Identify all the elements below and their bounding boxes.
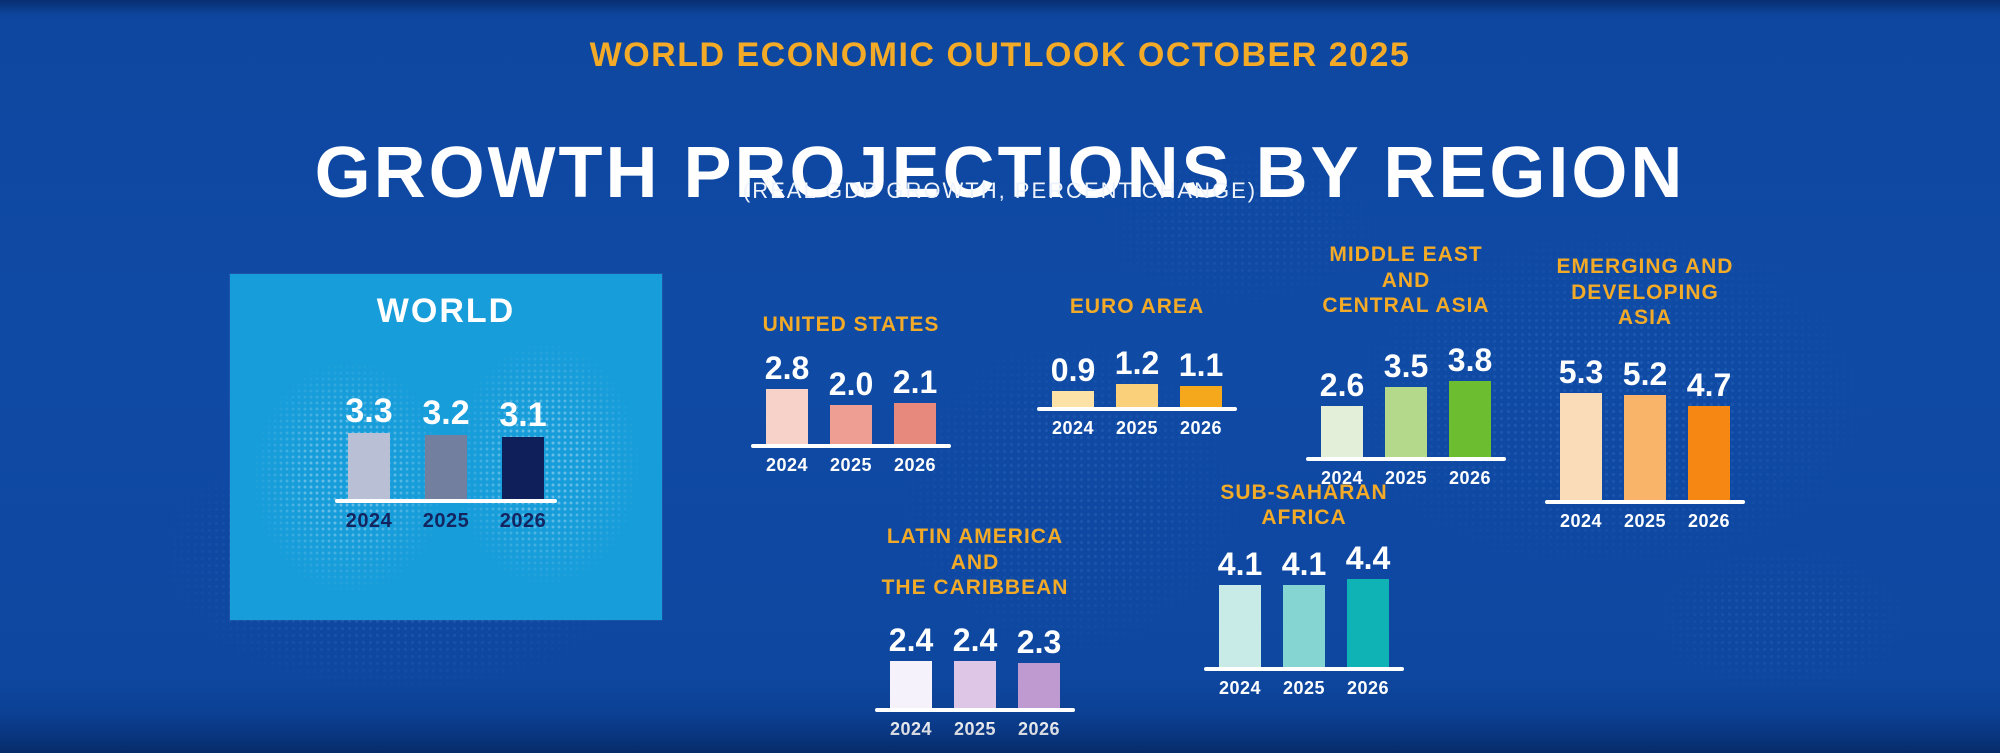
bar-value-2025: 2.0 bbox=[828, 366, 874, 402]
axis-baseline bbox=[1545, 500, 1745, 504]
latin-america-and-the-caribbean-bars: 2.4 2.4 2.3 bbox=[888, 622, 1062, 710]
bar-value-2024: 4.1 bbox=[1217, 546, 1263, 582]
year-label-2025: 2025 bbox=[1384, 468, 1428, 488]
world-map-dots-oceania bbox=[1600, 520, 1960, 720]
year-label-2024: 2024 bbox=[889, 719, 933, 739]
bar-value-2026: 2.1 bbox=[892, 364, 938, 400]
bar-2025 bbox=[425, 435, 467, 501]
region-title-united-states: UNITED STATES bbox=[762, 312, 940, 336]
bar-2026 bbox=[502, 437, 544, 501]
year-label-2026: 2026 bbox=[1448, 468, 1492, 488]
axis-baseline bbox=[1204, 667, 1404, 671]
bar-2026 bbox=[1180, 386, 1222, 409]
year-label-2025: 2025 bbox=[422, 510, 470, 532]
year-label-2026: 2026 bbox=[1017, 719, 1061, 739]
bar-value-2025: 4.1 bbox=[1281, 546, 1327, 582]
world-chart-title: WORLD bbox=[376, 292, 516, 330]
year-label-2024: 2024 bbox=[765, 455, 809, 475]
region-title-middle-east-and-central-asia: MIDDLE EAST AND CENTRAL ASIA bbox=[1322, 243, 1490, 317]
bar-2024 bbox=[1321, 406, 1363, 459]
report-kicker: WORLD ECONOMIC OUTLOOK OCTOBER 2025 bbox=[589, 36, 1411, 74]
middle-east-and-central-asia-bars: 2.6 3.5 3.8 bbox=[1319, 342, 1493, 459]
world-bars: 3.3 3.2 3.1 bbox=[345, 392, 547, 501]
bar-value-2024: 2.6 bbox=[1319, 367, 1365, 403]
bar-2024 bbox=[890, 661, 932, 710]
year-label-2024: 2024 bbox=[345, 510, 393, 532]
bar-value-2024: 2.8 bbox=[764, 350, 810, 386]
axis-baseline bbox=[335, 499, 557, 503]
bar-2026 bbox=[1449, 381, 1491, 459]
region-title-sub-saharan-africa: SUB-SAHARAN AFRICA bbox=[1220, 480, 1388, 529]
sub-saharan-africa-bars: 4.1 4.1 4.4 bbox=[1217, 540, 1391, 669]
bar-2024 bbox=[766, 389, 808, 446]
bar-value-2024: 0.9 bbox=[1050, 352, 1096, 388]
region-title-latin-america-and-the-caribbean: LATIN AMERICA AND THE CARIBBEAN bbox=[881, 525, 1069, 599]
year-label-2026: 2026 bbox=[1179, 418, 1223, 438]
axis-baseline bbox=[751, 444, 951, 448]
year-label-2025: 2025 bbox=[1115, 418, 1159, 438]
year-label-2026: 2026 bbox=[499, 510, 547, 532]
emerging-and-developing-asia-bars: 5.3 5.2 4.7 bbox=[1558, 354, 1732, 502]
bar-value-2026: 4.4 bbox=[1345, 540, 1391, 576]
bar-value-2025: 5.2 bbox=[1622, 356, 1668, 392]
bar-2025 bbox=[1624, 395, 1666, 502]
euro-area-bars: 0.9 1.2 1.1 bbox=[1050, 345, 1224, 409]
year-label-2025: 2025 bbox=[1623, 511, 1667, 531]
year-label-2026: 2026 bbox=[1687, 511, 1731, 531]
bar-value-2025: 3.2 bbox=[422, 394, 470, 432]
year-label-2026: 2026 bbox=[893, 455, 937, 475]
bar-value-2026: 2.3 bbox=[1016, 624, 1062, 660]
year-label-2024: 2024 bbox=[1051, 418, 1095, 438]
bar-2026 bbox=[1347, 579, 1389, 669]
axis-baseline bbox=[875, 708, 1075, 712]
year-label-2024: 2024 bbox=[1559, 511, 1603, 531]
bar-value-2024: 2.4 bbox=[888, 622, 934, 658]
year-label-2026: 2026 bbox=[1346, 678, 1390, 698]
bar-2025 bbox=[1283, 585, 1325, 669]
bar-2024 bbox=[1052, 391, 1094, 409]
bar-value-2025: 3.5 bbox=[1383, 348, 1429, 384]
bar-2024 bbox=[348, 433, 390, 501]
bar-value-2026: 1.1 bbox=[1178, 347, 1224, 383]
bar-2026 bbox=[1018, 663, 1060, 710]
region-title-euro-area: EURO AREA bbox=[1069, 294, 1205, 318]
world-panel: WORLD 3.3 3.2 3.1 bbox=[230, 274, 662, 620]
axis-baseline bbox=[1037, 407, 1237, 411]
bar-2026 bbox=[1688, 406, 1730, 502]
year-label-2024: 2024 bbox=[1218, 678, 1262, 698]
bar-2025 bbox=[1116, 384, 1158, 409]
year-label-2025: 2025 bbox=[953, 719, 997, 739]
bar-value-2025: 1.2 bbox=[1114, 345, 1160, 381]
year-label-2025: 2025 bbox=[829, 455, 873, 475]
bar-value-2026: 3.8 bbox=[1447, 342, 1493, 378]
bar-2024 bbox=[1560, 393, 1602, 502]
page-title: GROWTH PROJECTIONS BY REGION bbox=[314, 133, 1686, 214]
year-label-2024: 2024 bbox=[1320, 468, 1364, 488]
bar-value-2026: 3.1 bbox=[499, 396, 547, 434]
year-label-2025: 2025 bbox=[1282, 678, 1326, 698]
axis-baseline bbox=[1306, 457, 1506, 461]
bar-value-2025: 2.4 bbox=[952, 622, 998, 658]
bar-value-2024: 5.3 bbox=[1558, 354, 1604, 390]
united-states-bars: 2.8 2.0 2.1 bbox=[764, 350, 938, 446]
bar-2026 bbox=[894, 403, 936, 446]
region-title-emerging-and-developing-asia: EMERGING AND DEVELOPING ASIA bbox=[1556, 255, 1734, 329]
bar-value-2026: 4.7 bbox=[1686, 367, 1732, 403]
bar-2024 bbox=[1219, 585, 1261, 669]
bar-2025 bbox=[954, 661, 996, 710]
bar-value-2024: 3.3 bbox=[345, 392, 393, 430]
bar-2025 bbox=[830, 405, 872, 446]
bar-2025 bbox=[1385, 387, 1427, 459]
page-subtitle: (REAL GDP GROWTH, PERCENT CHANGE) bbox=[742, 178, 1258, 203]
